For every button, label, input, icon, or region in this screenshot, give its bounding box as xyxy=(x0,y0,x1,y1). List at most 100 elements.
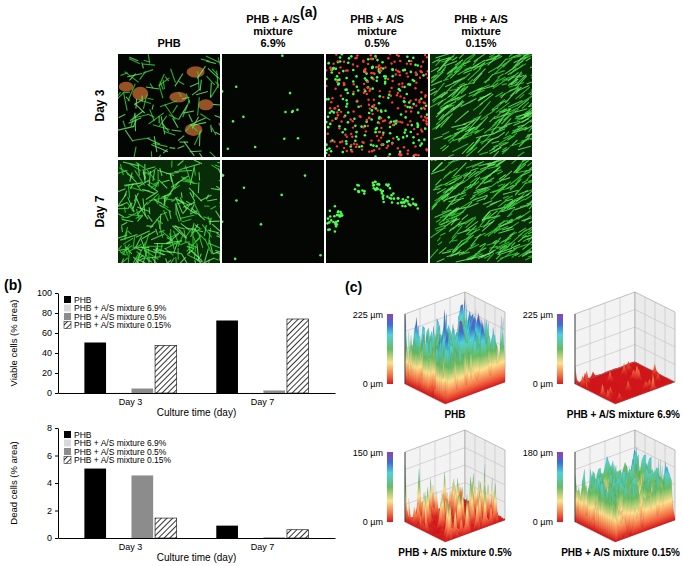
fiber xyxy=(480,181,493,184)
fiber xyxy=(450,224,459,230)
axis-line xyxy=(59,393,336,394)
fiber xyxy=(522,180,528,183)
dead-cell xyxy=(356,143,358,145)
fiber xyxy=(491,141,499,143)
live-cell xyxy=(342,98,345,101)
live-cell xyxy=(412,136,415,139)
dead-cell xyxy=(355,146,357,148)
fiber xyxy=(206,56,220,64)
live-cell xyxy=(374,155,377,157)
fiber xyxy=(213,258,219,260)
fiber xyxy=(204,206,210,207)
fiber xyxy=(431,72,443,83)
dead-cell xyxy=(346,136,348,138)
fiber xyxy=(197,66,205,78)
fiber xyxy=(479,101,490,114)
live-cell xyxy=(367,58,370,61)
fiber xyxy=(147,170,155,180)
live-cell xyxy=(384,77,387,80)
fiber xyxy=(532,209,533,216)
fiber xyxy=(490,54,502,55)
fiber xyxy=(531,235,532,238)
dead-cell xyxy=(353,83,355,85)
dead-cell xyxy=(350,149,352,151)
dead-cell xyxy=(356,65,358,67)
tick-mark xyxy=(55,313,58,314)
dead-cell xyxy=(392,124,394,126)
dead-cell xyxy=(336,111,338,113)
dead-cell xyxy=(409,100,411,102)
dead-cell xyxy=(420,70,422,72)
fiber xyxy=(194,246,195,259)
fiber xyxy=(179,168,185,171)
fiber xyxy=(505,93,514,103)
fiber xyxy=(215,165,220,169)
fiber xyxy=(500,171,512,182)
dead-cell xyxy=(395,69,397,71)
fiber xyxy=(524,229,531,232)
live-cell xyxy=(338,109,341,112)
fiber xyxy=(212,127,216,135)
fiber xyxy=(493,188,503,193)
dead-cell xyxy=(415,105,417,107)
live-cell xyxy=(403,131,406,134)
fiber xyxy=(481,132,493,144)
fiber xyxy=(215,116,220,120)
fiber xyxy=(198,182,200,193)
dead-cell xyxy=(343,147,345,149)
live-cell xyxy=(424,127,427,130)
fiber xyxy=(502,147,509,154)
live-cell xyxy=(332,221,335,224)
live-cell xyxy=(372,144,375,147)
fiber xyxy=(143,169,145,182)
fiber xyxy=(507,219,513,222)
dead-cell xyxy=(344,134,346,136)
tick: 60 xyxy=(42,328,58,338)
live-cell xyxy=(337,210,340,213)
fiber xyxy=(452,86,462,97)
fiber xyxy=(478,255,483,259)
live-cell xyxy=(354,125,357,128)
z-axis xyxy=(405,452,406,522)
legend: PHBPHB + A/S mixture 6.9%PHB + A/S mixtu… xyxy=(64,295,172,331)
dead-cell xyxy=(387,78,389,80)
dead-cell xyxy=(367,63,369,65)
live-cell xyxy=(382,131,385,134)
fiber xyxy=(474,54,488,62)
fiber xyxy=(519,136,530,147)
fiber xyxy=(183,100,190,118)
fiber xyxy=(515,109,527,112)
fiber xyxy=(511,244,520,248)
live-cell xyxy=(330,71,333,74)
tick-mark xyxy=(55,293,58,294)
live-cell xyxy=(319,254,322,257)
fiber xyxy=(505,200,515,209)
live-cell xyxy=(409,204,412,207)
fiber xyxy=(435,179,441,185)
dead-cell xyxy=(356,54,358,56)
fiber xyxy=(434,136,443,139)
dead-cell xyxy=(424,54,426,56)
dead-cell xyxy=(350,144,352,146)
dead-cell xyxy=(372,106,374,108)
bar xyxy=(263,537,285,538)
live-cell xyxy=(280,194,283,197)
tick-label: 6 xyxy=(47,451,52,461)
fiber xyxy=(461,186,472,193)
tick: 8 xyxy=(47,423,58,433)
fiber xyxy=(219,252,220,261)
fiber xyxy=(519,75,525,77)
fiber xyxy=(133,138,150,141)
live-cell xyxy=(422,74,425,77)
surface-plot: 150 µm0 µm xyxy=(353,430,505,542)
wall-grid xyxy=(620,298,621,368)
live-cell xyxy=(397,197,400,200)
y-title: Viable cells (% area) xyxy=(8,300,19,387)
legend-swatch xyxy=(64,305,71,312)
live-cell xyxy=(335,117,338,120)
live-cell xyxy=(401,205,404,208)
dead-cell xyxy=(377,109,379,111)
live-cell xyxy=(222,174,224,177)
live-cell xyxy=(234,258,237,261)
live-cell xyxy=(352,93,355,96)
